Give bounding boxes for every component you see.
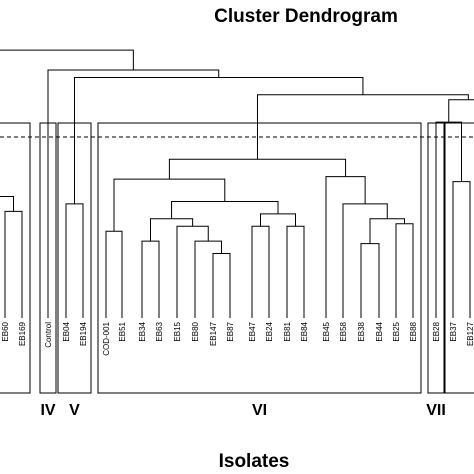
cluster-box-group5 — [444, 122, 474, 394]
leaf-label: EB37 — [449, 321, 458, 341]
branch-m28 — [0, 49, 134, 70]
group-labels: IIVVVIVII — [40, 402, 446, 419]
leaf-label: EB51 — [118, 321, 127, 341]
x-axis-title: Isolates — [219, 451, 290, 472]
leaf-label: EB28 — [432, 321, 441, 341]
branch-m6 — [212, 253, 231, 318]
leaf-label: EB84 — [300, 321, 309, 341]
branch-m19 — [342, 203, 388, 318]
leaf-label: EB87 — [226, 321, 235, 341]
leaf-label: EB24 — [265, 321, 274, 341]
branch-m4 — [65, 203, 84, 318]
branch-m23 — [435, 121, 462, 318]
branch-m8 — [176, 225, 209, 318]
leaf-label: EB63 — [155, 321, 164, 341]
branch-m15 — [113, 178, 226, 232]
branch-m10 — [105, 230, 123, 318]
leaf-label: EB38 — [357, 321, 366, 341]
branch-m18 — [369, 218, 405, 244]
group-label-VI: VI — [252, 402, 267, 419]
leaf-label: EB80 — [191, 321, 200, 341]
branch-m17 — [395, 223, 414, 318]
leaf-label: EB194 — [79, 321, 88, 346]
branch-m2 — [4, 210, 23, 318]
leaf-label: EB47 — [248, 321, 257, 341]
chart-title: Cluster Dendrogram — [214, 6, 398, 27]
leaf-label: COD-001 — [102, 321, 111, 355]
branch-m21 — [168, 158, 347, 180]
group-label-V: V — [69, 402, 80, 419]
leaf-label: EB25 — [392, 321, 401, 341]
leaf-label: EB127 — [466, 321, 474, 346]
leaf-label: EB45 — [322, 321, 331, 341]
group-label-IV: IV — [40, 402, 55, 419]
branch-m9 — [150, 218, 194, 242]
branch-m12 — [286, 225, 305, 318]
leaf-label: EB34 — [138, 321, 147, 341]
branch-m16 — [360, 243, 380, 318]
branch-m13 — [260, 213, 296, 227]
branch-m26 — [74, 76, 364, 204]
group-label-VII: VII — [426, 402, 446, 419]
branch-m11 — [251, 225, 270, 318]
branch-m7 — [194, 240, 222, 318]
leaf-labels: EB60 EB169 Control EB04 EB194 COD-001 EB51 EB34… — [1, 321, 474, 355]
branch-m27 — [47, 69, 220, 318]
cluster-boxes — [0, 122, 474, 394]
dendrogram-branches — [0, 49, 474, 318]
branch-m20 — [325, 176, 366, 318]
leaf-label: EB88 — [409, 321, 418, 341]
cluster-box-VI — [97, 122, 422, 394]
branch-m3 — [0, 195, 14, 212]
leaf-label: EB04 — [62, 321, 71, 341]
leaf-label: Control — [44, 322, 53, 348]
leaf-label: EB58 — [339, 321, 348, 341]
branch-m25 — [256, 94, 469, 160]
branch-m14 — [171, 200, 279, 219]
leaf-label: EB147 — [209, 321, 218, 346]
leaf-label: EB81 — [283, 321, 292, 341]
cluster-box-I — [0, 122, 31, 394]
leaf-label: EB60 — [1, 321, 10, 341]
leaf-label: EB15 — [173, 321, 182, 341]
leaf-label: EB44 — [375, 321, 384, 341]
leaf-label: EB169 — [18, 321, 27, 346]
branch-m5 — [141, 240, 160, 318]
branch-m22 — [452, 181, 471, 318]
